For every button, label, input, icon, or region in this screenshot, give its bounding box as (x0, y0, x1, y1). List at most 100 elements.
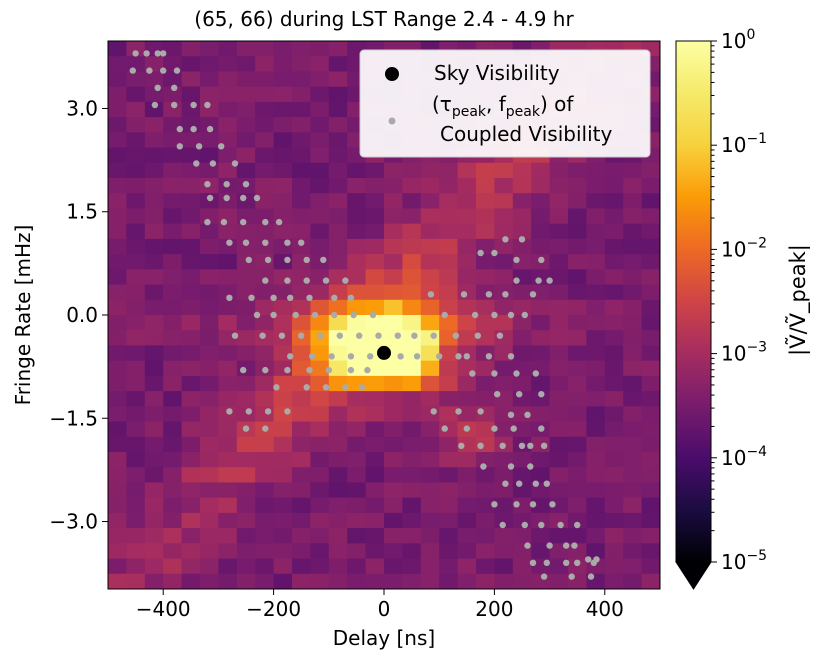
heatmap-cell (255, 299, 275, 316)
heatmap-cell (531, 436, 551, 453)
coupled-peak-point (218, 143, 225, 150)
coupled-peak-point (549, 501, 556, 508)
heatmap-cell (126, 406, 146, 423)
heatmap-cell (494, 223, 514, 240)
heatmap-cell (255, 162, 275, 179)
heatmap-cell (439, 497, 459, 514)
heatmap-cell (126, 467, 146, 484)
coupled-peak-point (171, 101, 178, 109)
heatmap-cell (623, 452, 643, 468)
heatmap-cell (586, 421, 606, 438)
heatmap-cell (328, 467, 348, 484)
heatmap-cell (163, 512, 183, 529)
heatmap-cell (531, 391, 551, 407)
heatmap-cell (623, 223, 643, 240)
heatmap-cell (641, 558, 660, 575)
heatmap-cell (604, 436, 624, 453)
heatmap-cell (200, 391, 219, 407)
heatmap-cell (236, 101, 256, 118)
heatmap-cell (586, 452, 606, 468)
legend-box (359, 49, 651, 158)
legend-marker-coupled (388, 117, 396, 125)
heatmap-cell (402, 269, 422, 286)
heatmap-cell (144, 132, 164, 149)
heatmap-cell (586, 528, 606, 544)
heatmap-cell (144, 147, 164, 164)
heatmap-cell (531, 406, 551, 423)
heatmap-cell (328, 208, 348, 225)
heatmap-cell (181, 497, 201, 514)
heatmap-cell (494, 543, 514, 560)
coupled-peak-point (413, 353, 421, 360)
heatmap-cell (457, 497, 477, 514)
heatmap-cell (420, 558, 440, 575)
heatmap-cell (568, 162, 587, 179)
heatmap-cell (126, 117, 146, 133)
heatmap-cell (126, 558, 146, 575)
heatmap-cell (328, 436, 348, 453)
heatmap-cell (292, 497, 311, 514)
heatmap-cell (641, 452, 660, 468)
x-tick-label: −200 (246, 597, 301, 621)
coupled-peak-point (502, 236, 509, 243)
heatmap-cell (181, 132, 201, 149)
heatmap-cell (420, 467, 440, 484)
heatmap-cell (623, 330, 643, 347)
heatmap-cell (328, 452, 348, 468)
heatmap-cell (255, 117, 275, 133)
coupled-peak-point (543, 559, 550, 566)
heatmap-cell (623, 391, 643, 407)
heatmap-cell (200, 406, 219, 423)
heatmap-cell (512, 193, 532, 210)
heatmap-cell (236, 299, 256, 316)
coupled-peak-point (190, 125, 197, 133)
heatmap-cell (384, 238, 403, 255)
heatmap-cell (586, 162, 606, 179)
heatmap-cell (476, 482, 495, 499)
heatmap-cell (255, 573, 275, 589)
heatmap-cell (641, 360, 660, 377)
heatmap-cell (420, 573, 440, 589)
heatmap-cell (402, 421, 422, 438)
heatmap-cell (420, 254, 440, 270)
heatmap-cell (457, 284, 477, 301)
heatmap-cell (310, 360, 330, 377)
coupled-peak-point (557, 521, 564, 529)
heatmap-cell (218, 528, 238, 544)
heatmap-cell (200, 147, 219, 164)
heatmap-cell (568, 299, 587, 316)
coupled-peak-point (193, 160, 200, 167)
heatmap-cell (273, 452, 293, 468)
heatmap-cell (549, 375, 569, 392)
heatmap-cell (623, 315, 643, 331)
heatmap-cell (549, 452, 569, 468)
heatmap-cell (586, 208, 606, 225)
heatmap-cell (108, 315, 127, 331)
coupled-peak-point (540, 573, 548, 580)
heatmap-cell (310, 284, 330, 301)
coupled-peak-point (242, 425, 250, 432)
heatmap-cell (347, 162, 367, 179)
heatmap-cell (531, 238, 551, 255)
coupled-peak-point (460, 291, 468, 298)
coupled-peak-point (322, 384, 330, 391)
heatmap-cell (236, 117, 256, 133)
heatmap-cell (457, 391, 477, 407)
heatmap-cell (365, 208, 385, 225)
heatmap-cell (181, 269, 201, 286)
heatmap-cell (108, 528, 127, 544)
heatmap-cell (236, 56, 256, 73)
heatmap-cell (641, 528, 660, 544)
heatmap-cell (457, 269, 477, 286)
heatmap-cell (568, 375, 587, 392)
heatmap-cell (420, 391, 440, 407)
heatmap-cell (476, 193, 495, 210)
heatmap-cell (494, 375, 514, 392)
heatmap-cell (568, 482, 587, 499)
coupled-peak-point (204, 101, 211, 109)
heatmap-cell (402, 238, 422, 255)
coupled-peak-point (146, 67, 153, 74)
coupled-peak-point (430, 332, 437, 339)
heatmap-cell (384, 178, 403, 194)
heatmap-cell (255, 223, 275, 240)
